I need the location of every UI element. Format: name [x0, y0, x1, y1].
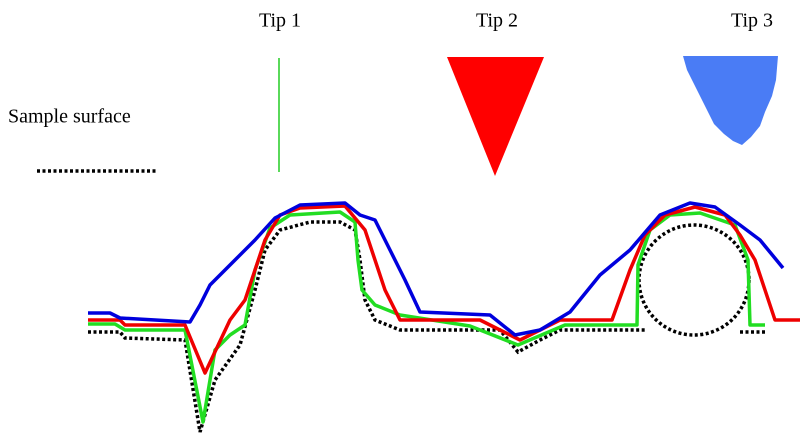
tip-2-shape — [447, 57, 544, 176]
tip-3-label: Tip 3 — [731, 10, 773, 32]
tip-2-trace — [88, 206, 800, 373]
sample-surface-label: Sample surface — [8, 106, 131, 128]
tip-1-trace — [88, 212, 765, 422]
tip-3-trace — [88, 203, 783, 335]
tip-1-label: Tip 1 — [259, 10, 301, 32]
tip-2-label: Tip 2 — [476, 10, 518, 32]
tip-3-shape — [683, 56, 778, 145]
diagram: Tip 1 Tip 2 Tip 3 Sample surface — [0, 0, 809, 438]
sample-sphere — [639, 225, 749, 335]
